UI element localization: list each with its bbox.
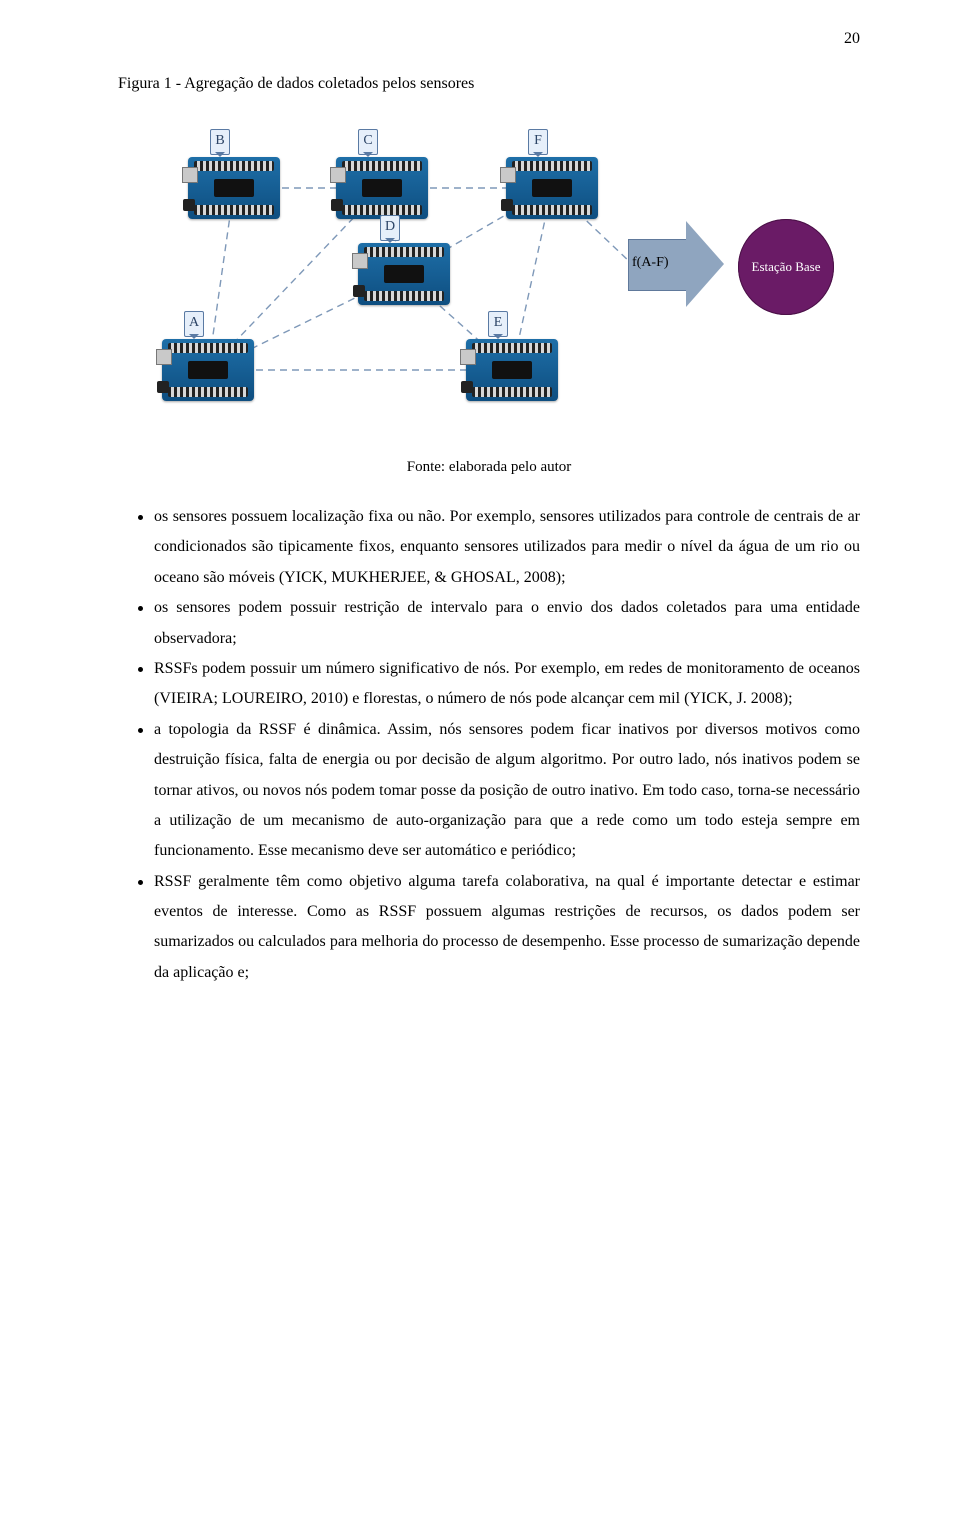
node-label: E [488, 311, 508, 337]
sensor-node [466, 339, 558, 401]
bullet-item: RSSFs podem possuir um número significat… [118, 654, 860, 715]
aggregate-arrow: f(A-F) [628, 221, 723, 307]
page-number: 20 [844, 30, 860, 48]
bullet-item: a topologia da RSSF é dinâmica. Assim, n… [118, 715, 860, 867]
sensor-node [188, 157, 280, 219]
figure-source: Fonte: elaborada pelo autor [118, 459, 860, 476]
bullet-list: os sensores possuem localização fixa ou … [118, 502, 860, 988]
sensor-node [336, 157, 428, 219]
base-station: Estação Base [738, 219, 834, 315]
bullet-item: os sensores podem possuir restrição de i… [118, 593, 860, 654]
node-label: D [380, 215, 400, 241]
node-label: F [528, 129, 548, 155]
bullet-item: RSSF geralmente têm como objetivo alguma… [118, 867, 860, 989]
sensor-node [506, 157, 598, 219]
sensor-node [162, 339, 254, 401]
node-label: A [184, 311, 204, 337]
bullet-item: os sensores possuem localização fixa ou … [118, 502, 860, 593]
node-label: B [210, 129, 230, 155]
figure-caption: Figura 1 - Agregação de dados coletados … [118, 75, 860, 93]
sensor-node [358, 243, 450, 305]
figure-diagram: A B C D E Ff(A-F)Estação Base [118, 111, 860, 441]
node-label: C [358, 129, 378, 155]
